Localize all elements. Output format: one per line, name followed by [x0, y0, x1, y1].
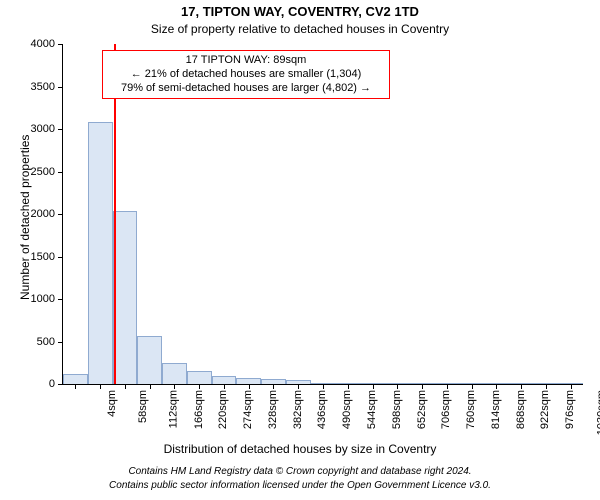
annotation-line: 79% of semi-detached houses are larger (…: [106, 82, 386, 96]
xtick-line: [150, 384, 151, 389]
xtick-line: [348, 384, 349, 389]
xtick-line: [249, 384, 250, 389]
xtick-label: 652sqm: [416, 390, 428, 429]
xtick-line: [571, 384, 572, 389]
xtick-line: [273, 384, 274, 389]
histogram-bar: [88, 122, 113, 384]
chart-title: 17, TIPTON WAY, COVENTRY, CV2 1TD: [0, 4, 600, 19]
histogram-bar: [63, 374, 88, 384]
xtick-label: 706sqm: [440, 390, 452, 429]
chart-container: 17, TIPTON WAY, COVENTRY, CV2 1TD Size o…: [0, 0, 600, 500]
xtick-label: 382sqm: [292, 390, 304, 429]
xtick-line: [199, 384, 200, 389]
histogram-bar: [187, 371, 212, 384]
xtick-label: 112sqm: [167, 390, 179, 428]
histogram-bar: [137, 336, 162, 384]
xtick-line: [422, 384, 423, 389]
xtick-line: [397, 384, 398, 389]
xtick-label: 220sqm: [218, 390, 230, 429]
xtick-line: [125, 384, 126, 389]
histogram-bar: [162, 363, 187, 384]
ytick-line: [58, 214, 63, 215]
xtick-label: 58sqm: [137, 390, 149, 423]
ytick-line: [58, 384, 63, 385]
xtick-label: 598sqm: [391, 390, 403, 429]
xtick-line: [100, 384, 101, 389]
ytick-label: 2000: [31, 208, 55, 220]
xtick-label: 274sqm: [242, 390, 254, 429]
footer-line2: Contains public sector information licen…: [0, 480, 600, 491]
xtick-label: 544sqm: [366, 390, 378, 429]
xtick-line: [472, 384, 473, 389]
ytick-line: [58, 129, 63, 130]
xtick-label: 922sqm: [539, 390, 551, 429]
xtick-label: 814sqm: [490, 390, 502, 429]
xtick-label: 976sqm: [564, 390, 576, 429]
x-axis-label: Distribution of detached houses by size …: [0, 442, 600, 456]
xtick-line: [521, 384, 522, 389]
ytick-label: 0: [49, 378, 55, 390]
xtick-line: [224, 384, 225, 389]
xtick-label: 760sqm: [465, 390, 477, 429]
ytick-line: [58, 172, 63, 173]
annotation-line: ← 21% of detached houses are smaller (1,…: [106, 68, 386, 82]
annotation-line: 17 TIPTON WAY: 89sqm: [106, 54, 386, 68]
ytick-label: 3500: [31, 81, 55, 93]
xtick-line: [546, 384, 547, 389]
ytick-label: 2500: [31, 166, 55, 178]
xtick-line: [75, 384, 76, 389]
xtick-label: 1030sqm: [595, 390, 600, 435]
xtick-line: [298, 384, 299, 389]
ytick-line: [58, 87, 63, 88]
ytick-line: [58, 257, 63, 258]
annotation-box: 17 TIPTON WAY: 89sqm← 21% of detached ho…: [102, 50, 390, 99]
xtick-line: [447, 384, 448, 389]
ytick-line: [58, 44, 63, 45]
footer-line1: Contains HM Land Registry data © Crown c…: [0, 466, 600, 477]
ytick-label: 3000: [31, 123, 55, 135]
ytick-label: 500: [37, 336, 55, 348]
xtick-line: [174, 384, 175, 389]
ytick-line: [58, 342, 63, 343]
xtick-line: [496, 384, 497, 389]
xtick-label: 166sqm: [193, 390, 205, 429]
y-axis-label: Number of detached properties: [18, 135, 32, 300]
xtick-label: 490sqm: [341, 390, 353, 429]
ytick-label: 4000: [31, 38, 55, 50]
xtick-label: 328sqm: [267, 390, 279, 429]
ytick-label: 1500: [31, 251, 55, 263]
ytick-line: [58, 299, 63, 300]
histogram-bar: [212, 376, 237, 385]
xtick-line: [373, 384, 374, 389]
xtick-label: 4sqm: [106, 390, 118, 417]
xtick-label: 436sqm: [317, 390, 329, 429]
chart-subtitle: Size of property relative to detached ho…: [0, 22, 600, 36]
xtick-line: [323, 384, 324, 389]
xtick-label: 868sqm: [515, 390, 527, 429]
ytick-label: 1000: [31, 293, 55, 305]
